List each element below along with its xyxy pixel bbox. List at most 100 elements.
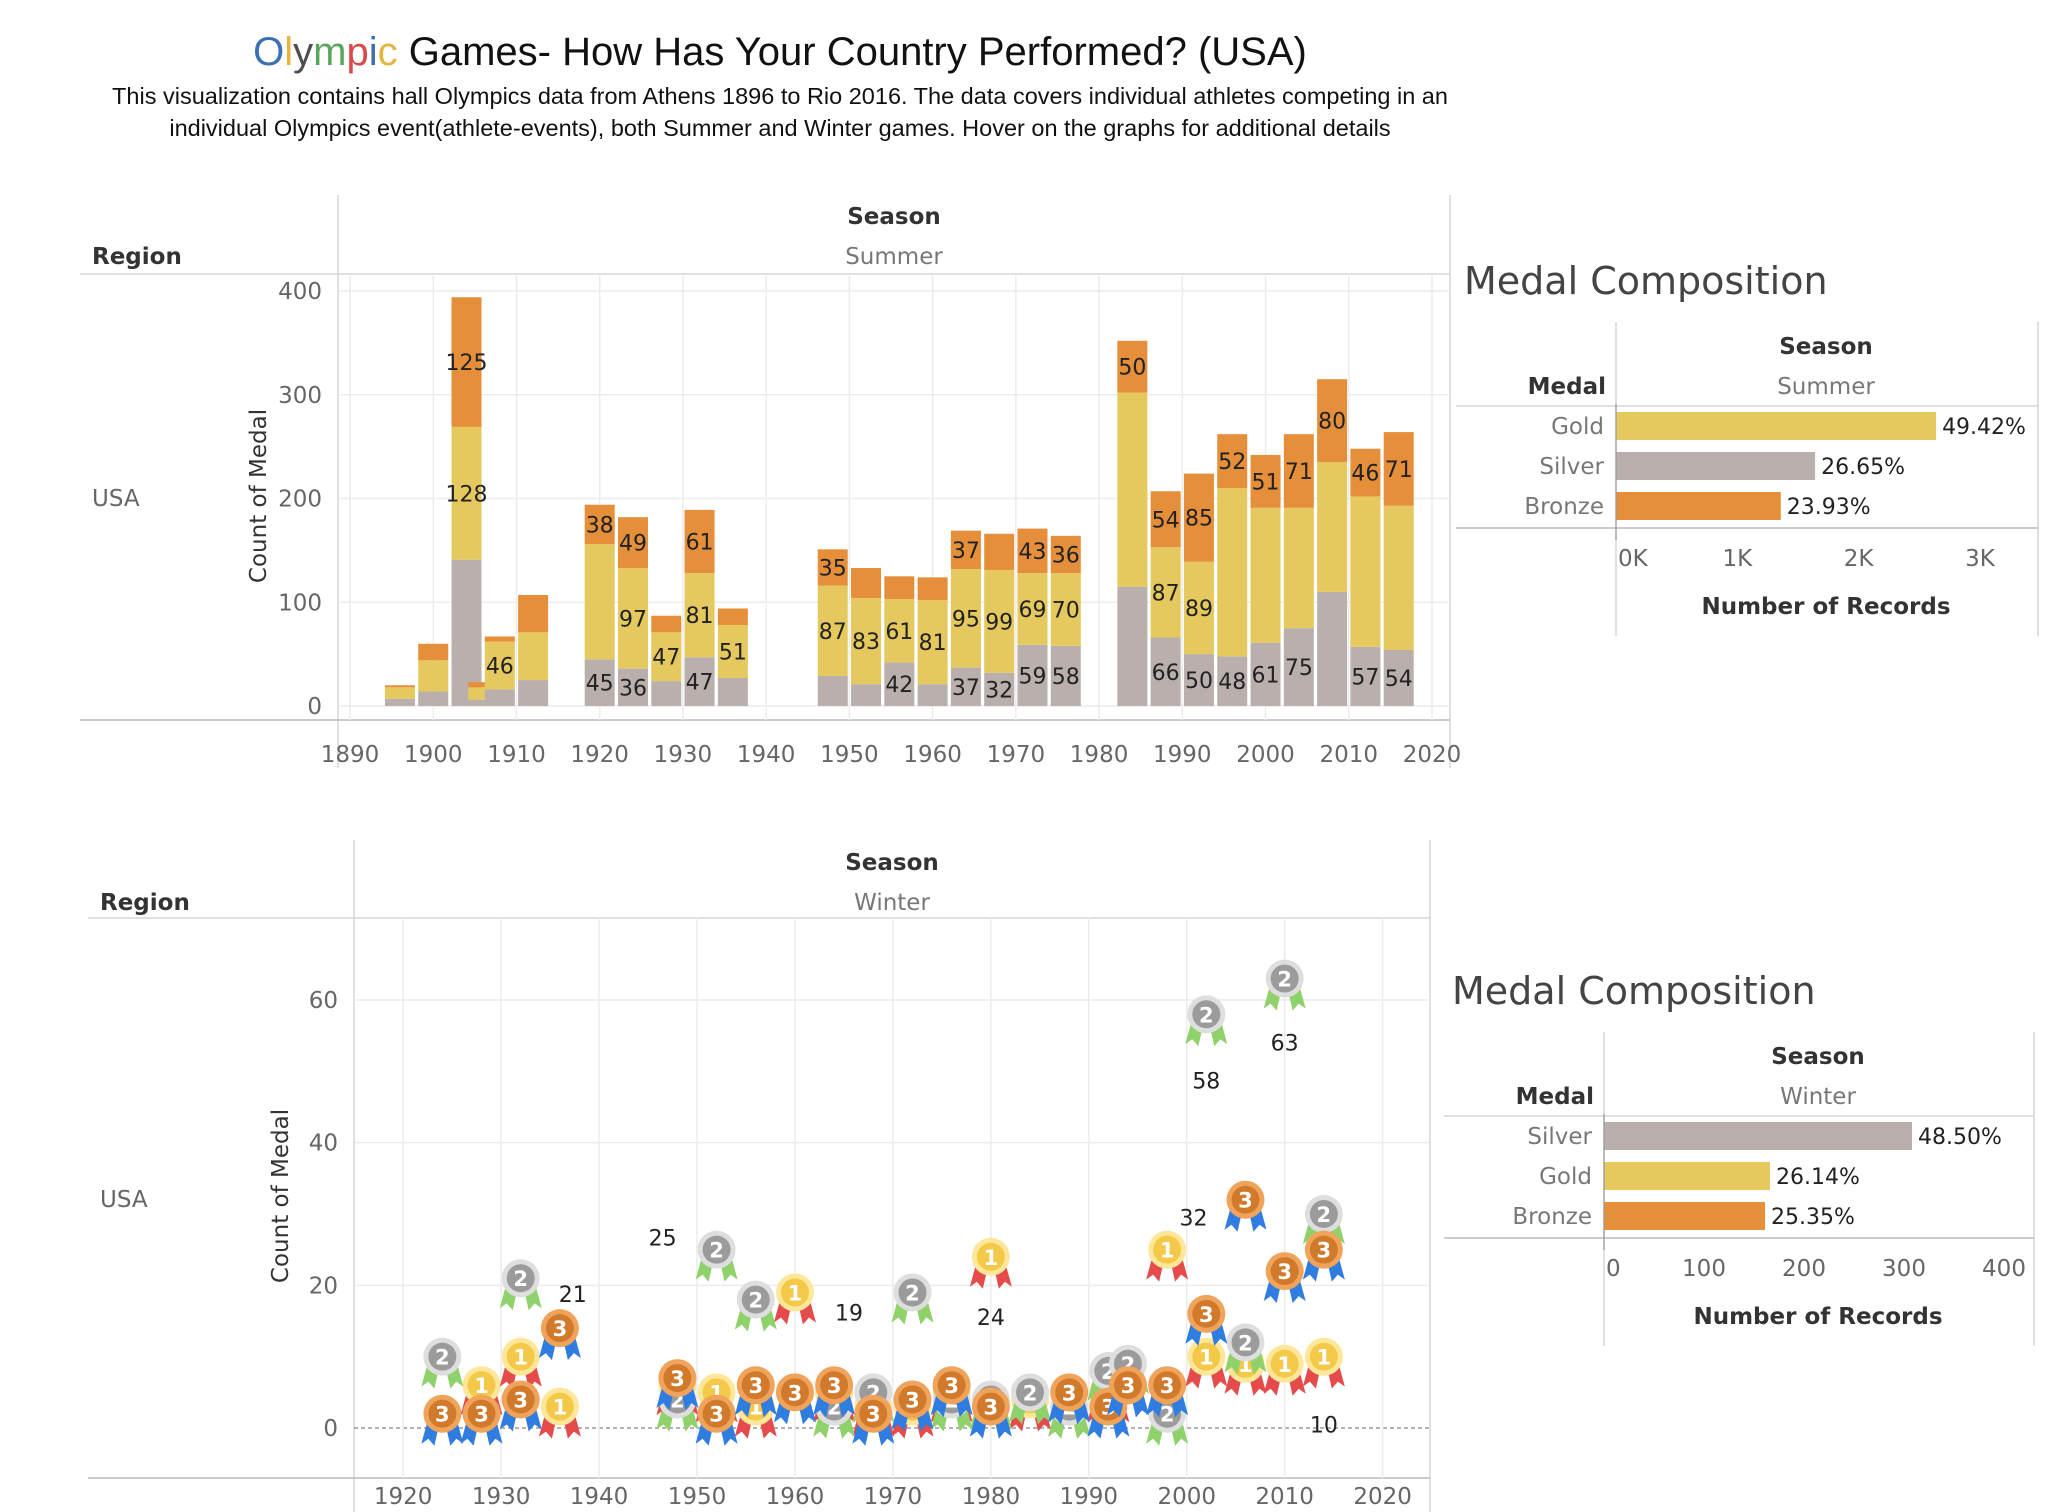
winter_composition-bar-silver[interactable] xyxy=(1604,1122,1912,1150)
summer-bar-segment-silver[interactable] xyxy=(684,657,715,706)
summer-bar-segment-bronze[interactable] xyxy=(584,504,615,545)
medal-icon-gold[interactable]: 1 xyxy=(1185,1337,1228,1389)
summer-bar-segment-silver[interactable] xyxy=(1150,637,1181,706)
medal-icon-bronze[interactable]: 3 xyxy=(773,1373,816,1425)
medal-icon-gold[interactable]: 1 xyxy=(538,1387,581,1439)
summer-bar-segment-bronze[interactable] xyxy=(684,509,715,574)
summer-bar-segment-gold[interactable] xyxy=(684,573,715,658)
summer-bar-segment-gold[interactable] xyxy=(1317,462,1348,592)
medal-icon-bronze[interactable]: 3 xyxy=(891,1380,934,1432)
summer-bar-segment-silver[interactable] xyxy=(1017,644,1048,706)
summer-bar-segment-silver[interactable] xyxy=(484,689,515,706)
medal-icon-gold[interactable]: 1 xyxy=(1302,1337,1345,1389)
medal-icon-silver[interactable]: 2 xyxy=(1263,959,1306,1011)
summer-bar-segment-silver[interactable] xyxy=(1350,646,1381,706)
summer-bar-segment-gold[interactable] xyxy=(917,600,948,685)
summer-bar-segment-bronze[interactable] xyxy=(484,636,515,642)
summer-bar-segment-gold[interactable] xyxy=(1017,573,1048,645)
medal-icon-silver[interactable]: 2 xyxy=(421,1337,464,1389)
summer_composition-bar-bronze[interactable] xyxy=(1616,492,1781,520)
summer-bar-segment-silver[interactable] xyxy=(851,684,882,706)
medal-icon-silver[interactable]: 2 xyxy=(1185,995,1228,1047)
medal-icon-silver[interactable]: 2 xyxy=(1224,1323,1267,1375)
summer-bar-segment-silver[interactable] xyxy=(584,659,615,706)
summer-bar-segment-gold[interactable] xyxy=(817,585,848,676)
summer-bar-segment-gold[interactable] xyxy=(484,641,515,690)
summer-bar-segment-bronze[interactable] xyxy=(950,530,981,570)
summer-bar-segment-bronze[interactable] xyxy=(617,517,648,569)
medal-icon-silver[interactable]: 2 xyxy=(499,1259,542,1311)
summer-bar-segment-gold[interactable] xyxy=(1183,561,1214,655)
medal-icon-gold[interactable]: 1 xyxy=(499,1337,542,1389)
summer-bar-segment-gold[interactable] xyxy=(1050,573,1081,646)
medal-icon-silver[interactable]: 2 xyxy=(1302,1195,1345,1246)
medal-icon-silver[interactable]: 2 xyxy=(695,1230,738,1282)
summer-bar-segment-silver[interactable] xyxy=(817,675,848,706)
summer-bar-segment-gold[interactable] xyxy=(851,598,882,685)
summer-bar-segment-silver[interactable] xyxy=(1383,649,1414,706)
medal-icon-bronze[interactable]: 3 xyxy=(1185,1294,1228,1346)
summer-bar-segment-silver[interactable] xyxy=(950,667,981,706)
summer-bar-segment-silver[interactable] xyxy=(518,680,549,706)
summer-bar-segment-bronze[interactable] xyxy=(1117,340,1148,393)
summer-bar-segment-gold[interactable] xyxy=(418,660,449,692)
medal-icon-silver[interactable]: 2 xyxy=(1009,1373,1052,1425)
summer-bar-segment-bronze[interactable] xyxy=(1217,434,1248,489)
medal-icon-bronze[interactable]: 3 xyxy=(813,1366,856,1418)
summer-bar-segment-gold[interactable] xyxy=(1250,507,1281,643)
summer-bar-segment-gold[interactable] xyxy=(884,599,915,663)
summer-bar-segment-gold[interactable] xyxy=(950,569,981,668)
summer-bar-segment-gold[interactable] xyxy=(651,632,682,682)
medal-icon-bronze[interactable]: 3 xyxy=(1302,1230,1345,1282)
medal-icon-bronze[interactable]: 3 xyxy=(538,1309,581,1361)
medal-icon-bronze[interactable]: 3 xyxy=(1224,1180,1267,1232)
summer-bar-segment-silver[interactable] xyxy=(468,699,499,706)
summer-bar-segment-gold[interactable] xyxy=(717,625,748,678)
summer-bar-segment-bronze[interactable] xyxy=(418,643,449,661)
summer-bar-segment-silver[interactable] xyxy=(617,668,648,706)
summer_composition-bar-silver[interactable] xyxy=(1616,452,1816,480)
summer-bar-segment-silver[interactable] xyxy=(451,559,482,706)
summer-bar-segment-bronze[interactable] xyxy=(1017,528,1048,574)
summer-bar-segment-bronze[interactable] xyxy=(1283,434,1314,508)
summer-bar-segment-silver[interactable] xyxy=(1117,586,1148,706)
summer-bar-segment-bronze[interactable] xyxy=(917,577,948,601)
medal-icon-bronze[interactable]: 3 xyxy=(421,1394,464,1446)
summer-bar-segment-silver[interactable] xyxy=(917,684,948,706)
summer-bar-segment-bronze[interactable] xyxy=(518,594,549,633)
summer-bar-segment-silver[interactable] xyxy=(418,691,449,706)
summer-bar-segment-silver[interactable] xyxy=(717,677,748,706)
summer-bar-segment-gold[interactable] xyxy=(617,568,648,669)
summer-bar-segment-gold[interactable] xyxy=(1383,505,1414,650)
winter_composition-bar-gold[interactable] xyxy=(1604,1162,1770,1190)
summer-bar-segment-silver[interactable] xyxy=(651,681,682,706)
medal-icon-bronze[interactable]: 3 xyxy=(1263,1252,1306,1304)
summer-bar-segment-bronze[interactable] xyxy=(851,568,882,599)
medal-icon-gold[interactable]: 1 xyxy=(1263,1344,1306,1396)
winter-composition-bars[interactable]: Silver 48.50% Gold 26.14% Bronze 25.35% xyxy=(1512,1122,2002,1230)
medal-icon-bronze[interactable]: 3 xyxy=(460,1394,503,1446)
summer-bar-segment-bronze[interactable] xyxy=(1383,432,1414,506)
summer-bar-segment-silver[interactable] xyxy=(1250,642,1281,706)
summer-bar-segment-gold[interactable] xyxy=(384,687,415,699)
medal-icon-bronze[interactable]: 3 xyxy=(969,1387,1012,1439)
summer-bar-segment-silver[interactable] xyxy=(1183,654,1214,706)
summer-bars[interactable] xyxy=(384,297,1414,706)
summer-bar-segment-gold[interactable] xyxy=(984,570,1015,673)
summer-bar-segment-bronze[interactable] xyxy=(384,685,415,688)
summer-bar-segment-gold[interactable] xyxy=(1217,488,1248,657)
summer-bar-segment-bronze[interactable] xyxy=(468,682,499,688)
summer-bar-segment-silver[interactable] xyxy=(984,672,1015,706)
medal-icon-bronze[interactable]: 3 xyxy=(734,1366,777,1418)
summer-bar-segment-bronze[interactable] xyxy=(717,608,748,626)
summer-bar-segment-bronze[interactable] xyxy=(1350,448,1381,497)
medal-icon-bronze[interactable]: 3 xyxy=(1146,1366,1189,1418)
medal-icon-bronze[interactable]: 3 xyxy=(695,1394,738,1446)
medal-icon-gold[interactable]: 1 xyxy=(1146,1230,1189,1282)
summer-bar-segment-silver[interactable] xyxy=(1283,628,1314,706)
summer-bar-segment-bronze[interactable] xyxy=(651,615,682,633)
summer-bar-segment-bronze[interactable] xyxy=(1050,535,1081,574)
summer-bar-segment-bronze[interactable] xyxy=(817,549,848,586)
summer-bar-segment-silver[interactable] xyxy=(1317,591,1348,706)
summer-composition-bars[interactable]: Gold 49.42% Silver 26.65% Bronze 23.93% xyxy=(1524,412,2026,520)
